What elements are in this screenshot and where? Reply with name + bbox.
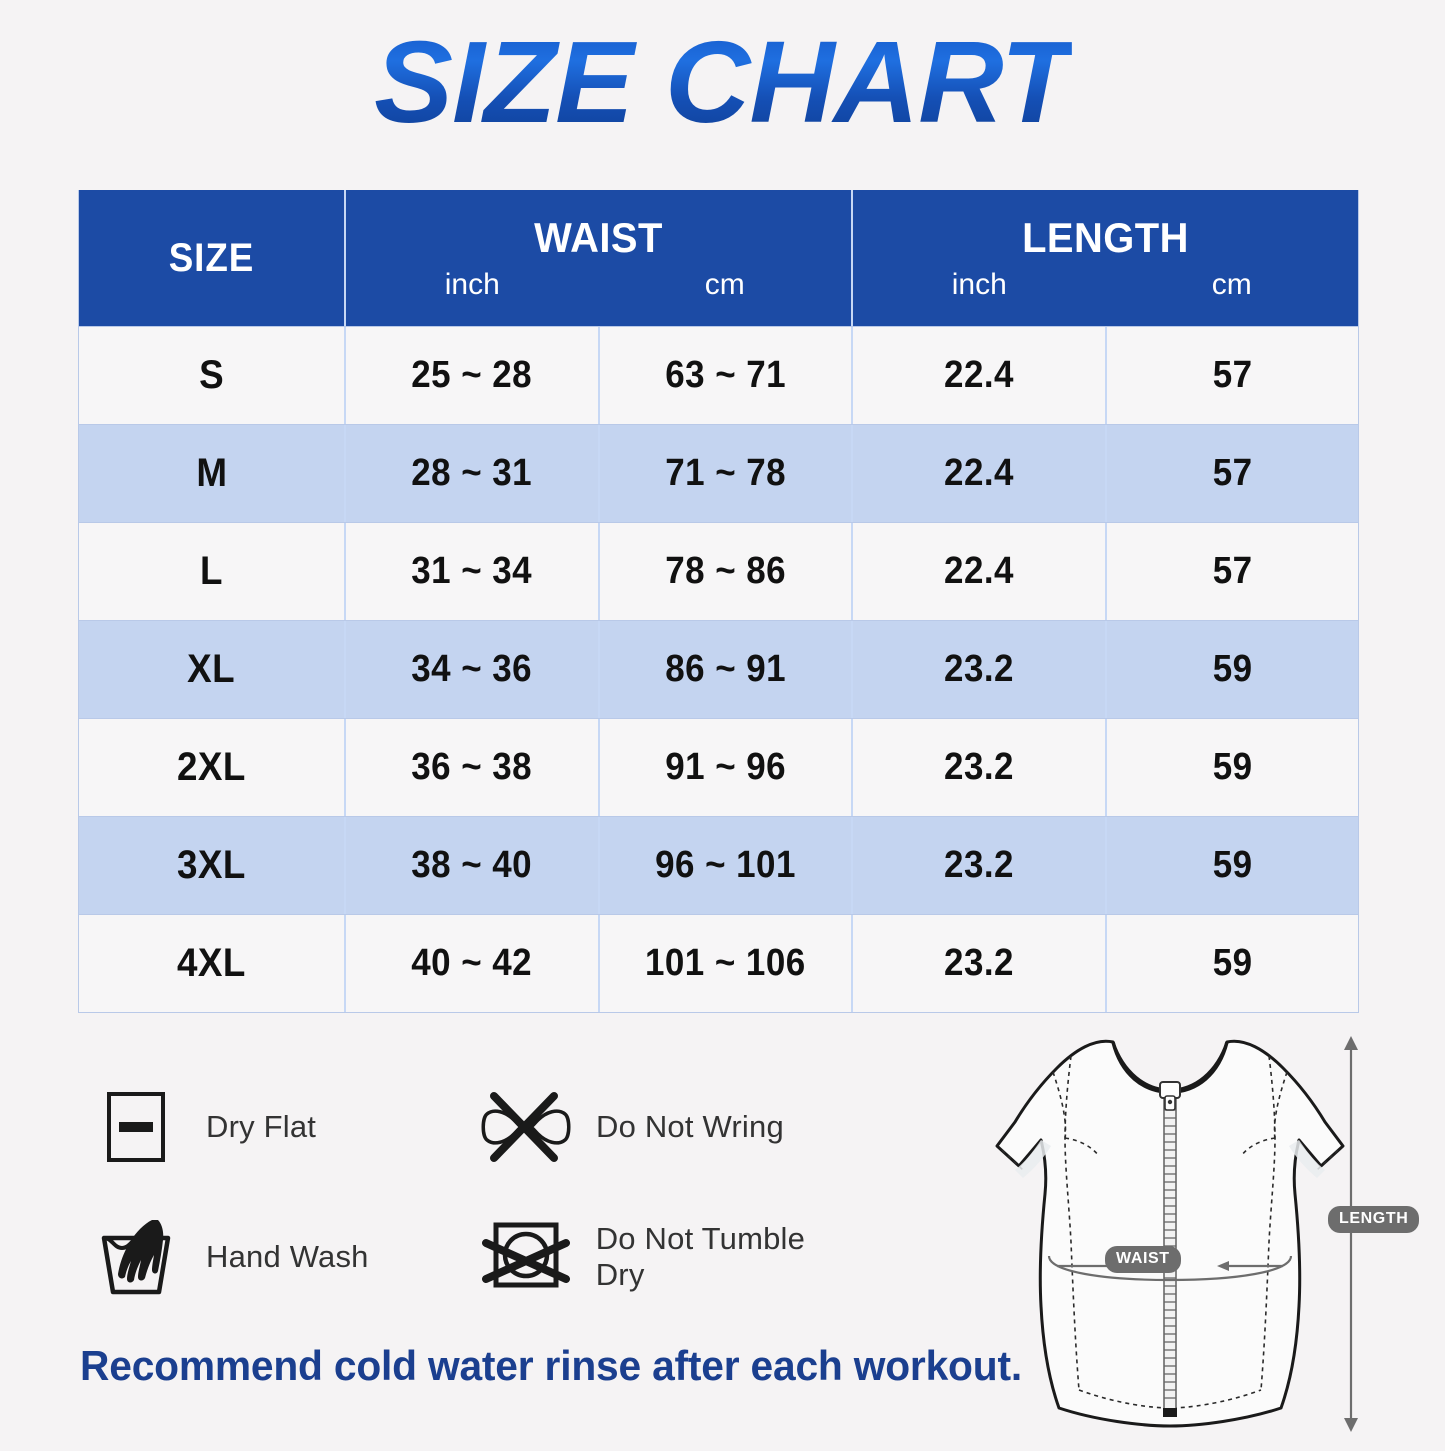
cell-length-inch: 23.2 bbox=[853, 621, 1107, 718]
cell-waist-cm: 78 ~ 86 bbox=[600, 523, 853, 620]
cell-length-cm: 59 bbox=[1212, 942, 1253, 984]
length-badge: LENGTH bbox=[1328, 1206, 1420, 1233]
cell-length-cm: 57 bbox=[1212, 354, 1253, 396]
care-row-2: Hand Wash Do Not Tumble Dry bbox=[82, 1192, 962, 1322]
care-item-do-not-wring: Do Not Wring bbox=[472, 1062, 862, 1192]
hand-wash-icon bbox=[82, 1216, 190, 1298]
cell-waist-cm: 71 ~ 78 bbox=[600, 425, 853, 522]
cell-waist-inch: 28 ~ 31 bbox=[346, 425, 600, 522]
cell-waist-inch: 25 ~ 28 bbox=[346, 327, 600, 424]
cell-size: XL bbox=[79, 621, 346, 718]
cell-waist-cm: 86 ~ 91 bbox=[600, 621, 853, 718]
care-label-do-not-wring: Do Not Wring bbox=[596, 1109, 784, 1144]
cell-size: L bbox=[79, 523, 346, 620]
care-item-do-not-tumble-dry: Do Not Tumble Dry bbox=[472, 1192, 862, 1322]
table-row: M 28 ~ 31 71 ~ 78 22.4 57 bbox=[79, 424, 1358, 522]
table-row: 4XL 40 ~ 42 101 ~ 106 23.2 59 bbox=[79, 914, 1358, 1012]
garment-illustration: WAIST LENGTH bbox=[945, 1028, 1420, 1446]
care-label-do-not-tumble-dry: Do Not Tumble Dry bbox=[595, 1221, 806, 1292]
table-header-waist-title: WAIST bbox=[534, 214, 663, 261]
cell-waist-inch: 40 ~ 42 bbox=[346, 915, 600, 1012]
table-header-length-inch: inch bbox=[951, 268, 1007, 301]
dry-flat-icon bbox=[82, 1088, 190, 1166]
care-label-dry-flat: Dry Flat bbox=[206, 1109, 317, 1144]
cell-length-cm: 59 bbox=[1212, 746, 1253, 788]
cell-waist-inch: 38 ~ 40 bbox=[346, 817, 600, 914]
cell-waist-inch: 34 ~ 36 bbox=[346, 621, 600, 718]
care-item-hand-wash: Hand Wash bbox=[82, 1192, 472, 1322]
cell-length-inch: 23.2 bbox=[853, 817, 1107, 914]
table-row: L 31 ~ 34 78 ~ 86 22.4 57 bbox=[79, 522, 1358, 620]
garment-seam-lines bbox=[1001, 1055, 1339, 1409]
table-row: 3XL 38 ~ 40 96 ~ 101 23.2 59 bbox=[79, 816, 1358, 914]
cell-waist-inch: 31 ~ 34 bbox=[346, 523, 600, 620]
cell-length-inch: 22.4 bbox=[853, 425, 1107, 522]
table-header-size: SIZE bbox=[79, 190, 346, 326]
table-header-waist-cm: cm bbox=[704, 268, 745, 301]
table-header-length: LENGTH inch cm bbox=[853, 190, 1358, 326]
recommendation-text: Recommend cold water rinse after each wo… bbox=[80, 1342, 1022, 1389]
table-header-length-title: LENGTH bbox=[1022, 214, 1189, 261]
cell-waist-inch: 36 ~ 38 bbox=[346, 719, 600, 816]
cell-length-inch: 22.4 bbox=[853, 523, 1107, 620]
length-measure-arrow bbox=[1344, 1036, 1358, 1432]
cell-length-cm: 59 bbox=[1212, 844, 1253, 886]
table-header-row: SIZE WAIST inch cm LENGTH inch cm bbox=[79, 190, 1358, 326]
table-header-length-cm: cm bbox=[1211, 268, 1252, 301]
care-label-hand-wash: Hand Wash bbox=[206, 1239, 369, 1274]
care-row-1: Dry Flat Do Not Wring bbox=[82, 1062, 962, 1192]
cell-size: 3XL bbox=[79, 817, 346, 914]
cell-waist-cm: 96 ~ 101 bbox=[600, 817, 853, 914]
table-row: S 25 ~ 28 63 ~ 71 22.4 57 bbox=[79, 326, 1358, 424]
table-header-size-label: SIZE bbox=[168, 235, 255, 280]
table-row: 2XL 36 ~ 38 91 ~ 96 23.2 59 bbox=[79, 718, 1358, 816]
garment-diagram-svg bbox=[995, 1036, 1358, 1432]
garment-sleeve-shading bbox=[1015, 1140, 1325, 1178]
care-item-dry-flat: Dry Flat bbox=[82, 1062, 472, 1192]
cell-length-inch: 23.2 bbox=[853, 915, 1107, 1012]
cell-length-inch: 22.4 bbox=[853, 327, 1107, 424]
care-instructions: Dry Flat Do Not Wring Hand W bbox=[82, 1062, 962, 1322]
table-header-waist-inch: inch bbox=[444, 268, 500, 301]
cell-length-inch: 23.2 bbox=[853, 719, 1107, 816]
cell-waist-cm: 101 ~ 106 bbox=[600, 915, 853, 1012]
page-title-container: SIZE CHART bbox=[0, 17, 1445, 147]
cell-size: S bbox=[79, 327, 346, 424]
do-not-wring-icon bbox=[472, 1088, 580, 1166]
do-not-tumble-dry-icon bbox=[472, 1217, 580, 1297]
cell-waist-cm: 91 ~ 96 bbox=[600, 719, 853, 816]
cell-length-cm: 59 bbox=[1212, 648, 1253, 690]
cell-size: M bbox=[79, 425, 346, 522]
table-row: XL 34 ~ 36 86 ~ 91 23.2 59 bbox=[79, 620, 1358, 718]
size-chart-table: SIZE WAIST inch cm LENGTH inch cm S 25 ~… bbox=[78, 190, 1359, 1013]
cell-size: 4XL bbox=[79, 915, 346, 1012]
cell-size: 2XL bbox=[79, 719, 346, 816]
waist-badge: WAIST bbox=[1105, 1246, 1181, 1273]
table-header-waist: WAIST inch cm bbox=[346, 190, 853, 326]
cell-length-cm: 57 bbox=[1212, 550, 1253, 592]
cell-waist-cm: 63 ~ 71 bbox=[600, 327, 853, 424]
page-title: SIZE CHART bbox=[373, 17, 1073, 147]
cell-length-cm: 57 bbox=[1212, 452, 1253, 494]
